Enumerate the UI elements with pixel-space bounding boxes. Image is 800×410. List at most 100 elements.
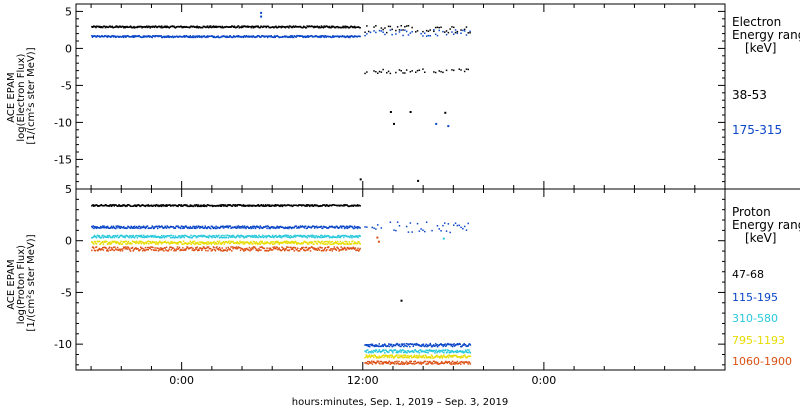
- data-point: [297, 205, 300, 207]
- data-point: [144, 236, 147, 238]
- data-point: [280, 26, 283, 29]
- data-point: [380, 30, 383, 32]
- data-point: [269, 226, 271, 229]
- data-point: [332, 243, 335, 245]
- data-point: [172, 247, 175, 249]
- data-point: [460, 69, 462, 71]
- data-point: [235, 236, 237, 239]
- data-point: [455, 350, 457, 352]
- data-point: [126, 243, 128, 245]
- data-point: [350, 248, 352, 250]
- data-point: [433, 29, 435, 31]
- data-point: [305, 249, 307, 252]
- data-point: [112, 225, 115, 228]
- legend-entry-47-68: 47-68: [732, 268, 764, 281]
- data-point: [135, 227, 137, 229]
- data-point: [427, 30, 430, 32]
- data-point: [249, 235, 251, 237]
- data-point: [194, 35, 196, 37]
- data-point: [275, 234, 277, 237]
- data-point: [442, 345, 444, 348]
- data-point: [389, 221, 392, 223]
- data-point: [339, 236, 342, 239]
- data-point: [245, 242, 248, 244]
- data-point: [277, 240, 279, 243]
- data-point: [215, 234, 217, 237]
- data-point: [388, 355, 390, 357]
- data-point: [417, 357, 420, 359]
- data-point: [177, 225, 179, 227]
- data-point: [398, 354, 400, 357]
- data-point: [359, 205, 361, 207]
- data-point: [197, 249, 199, 252]
- data-point: [210, 241, 212, 244]
- data-point: [339, 240, 342, 243]
- data-point: [161, 236, 164, 239]
- data-point: [243, 243, 246, 245]
- data-point: [116, 248, 118, 251]
- data-point: [417, 361, 420, 363]
- data-point: [274, 36, 276, 38]
- data-point: [425, 35, 428, 37]
- data-point: [415, 356, 417, 359]
- data-point: [262, 234, 264, 237]
- data-point: [237, 247, 239, 249]
- data-point: [356, 205, 358, 207]
- data-point: [116, 240, 118, 243]
- data-point: [373, 70, 375, 72]
- data-point: [367, 345, 370, 348]
- data-point: [265, 242, 268, 244]
- data-point: [347, 36, 350, 39]
- data-point: [305, 235, 308, 238]
- data-point: [213, 235, 215, 237]
- data-point: [395, 29, 397, 32]
- data-point: [404, 351, 406, 353]
- data-point: [386, 72, 388, 74]
- data-point: [93, 236, 95, 238]
- data-point: [260, 25, 263, 28]
- legend-entry-1060-1900: 1060-1900: [732, 355, 792, 368]
- data-point: [220, 204, 222, 206]
- data-point: [106, 227, 108, 229]
- data-point: [307, 234, 310, 237]
- data-point: [351, 235, 354, 237]
- electron-ylabel: ACE EPAM log(Electron Flux) [1/(cm²s ste…: [6, 47, 37, 144]
- data-point: [267, 36, 269, 39]
- data-point: [380, 71, 383, 73]
- data-point: [116, 25, 119, 28]
- data-point: [233, 235, 235, 237]
- data-point: [108, 241, 110, 244]
- data-point: [157, 243, 160, 245]
- data-point: [160, 35, 162, 37]
- data-point: [407, 356, 410, 358]
- data-point: [259, 243, 261, 245]
- data-point: [344, 25, 346, 27]
- data-point: [365, 350, 367, 353]
- data-point: [184, 204, 187, 206]
- data-point: [266, 35, 268, 37]
- data-point: [101, 241, 103, 244]
- data-point: [126, 205, 128, 207]
- data-point: [146, 248, 148, 251]
- data-point: [126, 248, 128, 250]
- data-point: [312, 25, 314, 28]
- data-point: [409, 345, 411, 348]
- data-point: [106, 225, 109, 228]
- data-point: [370, 343, 372, 346]
- data-point: [311, 241, 314, 243]
- data-point: [463, 363, 465, 365]
- data-point: [285, 242, 287, 244]
- data-point: [292, 242, 294, 244]
- data-point: [434, 352, 436, 354]
- data-point: [398, 225, 401, 227]
- data-point: [246, 25, 249, 27]
- data-point: [221, 247, 223, 249]
- data-point: [460, 226, 462, 229]
- data-point: [364, 72, 366, 75]
- data-point: [460, 29, 462, 31]
- data-point: [163, 36, 166, 39]
- data-point: [272, 235, 274, 238]
- data-point: [421, 356, 423, 359]
- data-point: [161, 36, 164, 39]
- data-point: [467, 351, 469, 354]
